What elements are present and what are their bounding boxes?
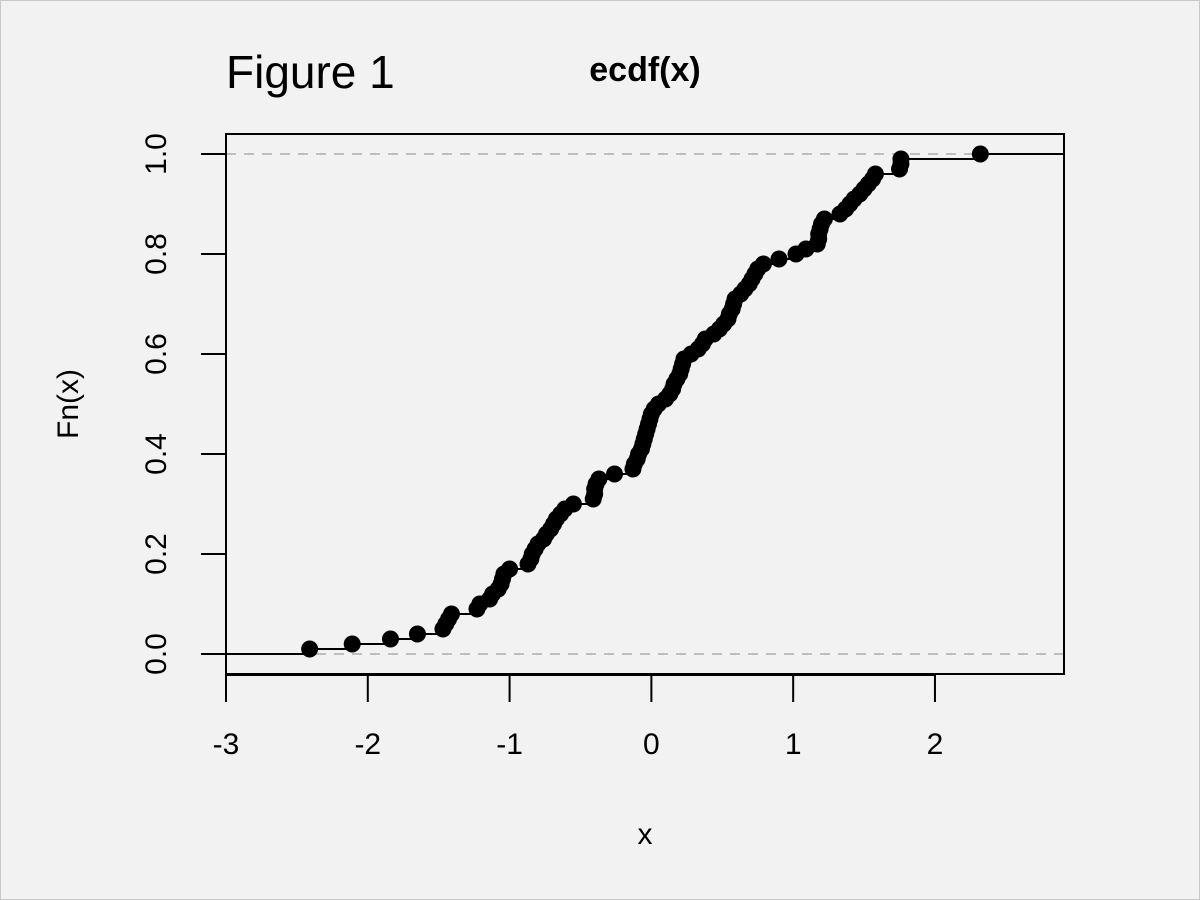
y-axis-label: Fn(x) [52, 369, 85, 439]
x-tick-label: 1 [785, 728, 802, 761]
point [770, 250, 788, 268]
y-tick-label: 0.2 [140, 533, 173, 575]
point [606, 465, 624, 483]
point [408, 625, 426, 643]
y-tick-label: 0.8 [140, 233, 173, 275]
point [866, 165, 884, 183]
annotation: Figure 1 [226, 46, 395, 98]
y-tick-label: 0.0 [140, 633, 173, 675]
point [754, 255, 772, 273]
point [815, 210, 833, 228]
y-tick-label: 0.4 [140, 433, 173, 475]
point [442, 605, 460, 623]
chart-title: ecdf(x) [589, 51, 700, 89]
point [381, 630, 399, 648]
point [892, 150, 910, 168]
y-tick-label: 0.6 [140, 333, 173, 375]
x-tick-label: -1 [496, 728, 523, 761]
x-tick-label: 0 [643, 728, 660, 761]
x-tick-label: -2 [354, 728, 381, 761]
y-tick-label: 1.0 [140, 133, 173, 175]
point [971, 145, 989, 163]
point [501, 560, 519, 578]
x-tick-label: -3 [213, 728, 240, 761]
point [301, 640, 319, 658]
point [590, 470, 608, 488]
x-tick-label: 2 [927, 728, 944, 761]
plot-frame [225, 133, 1065, 675]
x-axis-label: x [638, 818, 653, 851]
point [343, 635, 361, 653]
point [564, 495, 582, 513]
